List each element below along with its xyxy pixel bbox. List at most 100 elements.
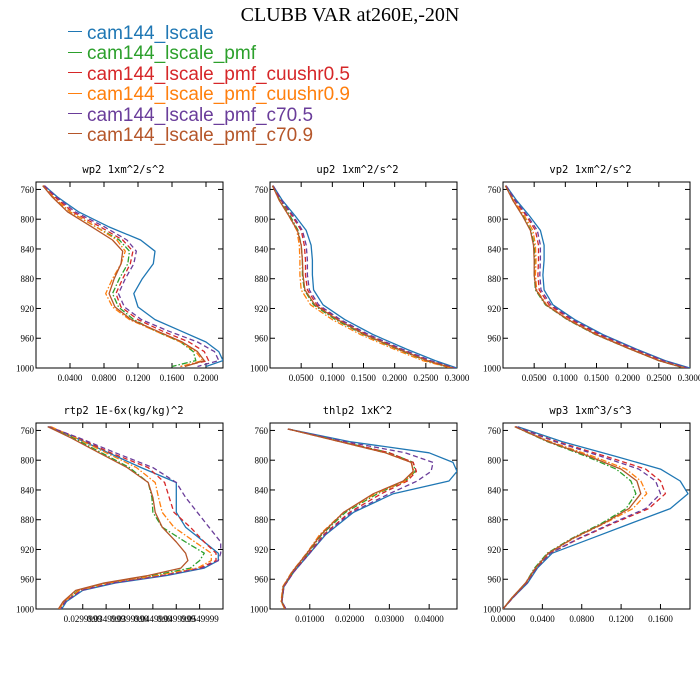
series-line bbox=[503, 426, 689, 609]
series-line bbox=[44, 185, 223, 368]
x-tick-label: 0.0399999 bbox=[110, 614, 149, 624]
y-tick-label: 800 bbox=[21, 456, 35, 466]
x-tick-label: 0.0499999 bbox=[157, 614, 196, 624]
legend-item: cam144_lscale_pmf_c70.5 bbox=[68, 105, 350, 126]
series-line bbox=[505, 185, 690, 368]
y-tick-label: 960 bbox=[21, 575, 35, 585]
y-tick-label: 760 bbox=[21, 185, 35, 195]
y-tick-label: 920 bbox=[488, 545, 502, 555]
x-tick-label: 0.0449999 bbox=[134, 614, 173, 624]
y-tick-label: 880 bbox=[21, 515, 35, 525]
y-tick-label: 960 bbox=[488, 334, 502, 344]
panel: thlp2 1xK^2 760 800 840 880 920 960 1000 0.01000… bbox=[250, 405, 458, 624]
series-line bbox=[504, 185, 688, 368]
panel-title: vp2 1xm^2/s^2 bbox=[549, 164, 631, 176]
legend-item: cam144_lscale_pmf_cuushr0.9 bbox=[68, 85, 350, 105]
y-tick-label: 960 bbox=[255, 575, 269, 585]
x-tick-label: 0.1500 bbox=[584, 373, 609, 383]
x-tick-label: 0.2000 bbox=[615, 373, 640, 383]
y-tick-label: 880 bbox=[255, 515, 269, 525]
panel: vp2 1xm^2/s^2 760 800 840 880 920 960 1000 0.050… bbox=[483, 164, 700, 383]
legend-item: cam144_lscale_pmf_cuushr0.5 bbox=[68, 64, 350, 85]
panel-title: up2 1xm^2/s^2 bbox=[316, 164, 398, 176]
x-tick-label: 0.0000 bbox=[491, 614, 516, 624]
series-line bbox=[503, 426, 637, 609]
series-line bbox=[42, 185, 204, 368]
legend-swatch bbox=[68, 133, 82, 135]
legend-item: cam144_lscale_pmf bbox=[68, 44, 350, 64]
x-tick-label: 0.1600 bbox=[160, 373, 185, 383]
y-tick-label: 1000 bbox=[250, 605, 269, 615]
series-line bbox=[504, 185, 685, 368]
y-tick-label: 920 bbox=[255, 304, 269, 314]
x-tick-label: 0.1000 bbox=[553, 373, 578, 383]
plot-frame bbox=[502, 422, 691, 610]
y-tick-label: 960 bbox=[255, 334, 269, 344]
legend-item: cam144_lscale_pmf_c70.9 bbox=[68, 124, 350, 146]
panel-title: wp3 1xm^3/s^3 bbox=[549, 405, 631, 417]
x-tick-label: 0.0299999 bbox=[64, 614, 103, 624]
y-tick-label: 880 bbox=[488, 515, 502, 525]
y-tick-label: 760 bbox=[255, 185, 269, 195]
y-tick-label: 800 bbox=[255, 456, 269, 466]
x-tick-label: 0.2500 bbox=[646, 373, 671, 383]
series-line bbox=[281, 428, 457, 609]
x-tick-label: 0.0349999 bbox=[87, 614, 126, 624]
legend-label: cam144_lscale bbox=[87, 23, 214, 44]
y-tick-label: 880 bbox=[21, 274, 35, 284]
series-line bbox=[503, 426, 662, 609]
x-tick-label: 0.0549999 bbox=[181, 614, 220, 624]
legend-swatch bbox=[68, 92, 82, 94]
x-tick-label: 0.0800 bbox=[92, 373, 117, 383]
x-tick-label: 0.03000 bbox=[375, 614, 405, 624]
y-tick-label: 880 bbox=[255, 274, 269, 284]
y-tick-label: 800 bbox=[488, 215, 502, 225]
legend-label: cam144_lscale_pmf bbox=[87, 43, 256, 65]
legend: cam144_lscale cam144_lscale_pmf cam144_lsc… bbox=[68, 24, 350, 146]
x-tick-label: 0.2000 bbox=[194, 373, 219, 383]
x-tick-label: 0.0400 bbox=[58, 373, 83, 383]
panel-title: wp2 1xm^2/s^2 bbox=[82, 164, 164, 176]
y-tick-label: 800 bbox=[255, 215, 269, 225]
legend-swatch bbox=[68, 113, 82, 115]
y-tick-label: 1000 bbox=[483, 364, 502, 374]
x-tick-label: 0.0500 bbox=[289, 373, 314, 383]
series-line bbox=[503, 426, 667, 609]
panel-title: rtp2 1E-6x(kg/kg)^2 bbox=[63, 405, 183, 417]
panel: up2 1xm^2/s^2 760 800 840 880 920 960 1000 0.050… bbox=[250, 164, 470, 383]
legend-swatch bbox=[68, 51, 82, 53]
x-tick-label: 0.1200 bbox=[609, 614, 634, 624]
x-tick-label: 0.02000 bbox=[335, 614, 365, 624]
y-tick-label: 760 bbox=[21, 426, 35, 436]
series-line bbox=[272, 185, 457, 368]
series-line bbox=[271, 185, 455, 368]
plot-frame bbox=[35, 181, 224, 369]
y-tick-label: 920 bbox=[488, 304, 502, 314]
series-line bbox=[503, 426, 642, 609]
series-line bbox=[47, 426, 222, 609]
series-line bbox=[504, 185, 686, 368]
panel: wp2 1xm^2/s^2 760 800 840 880 920 960 1000 0.040… bbox=[16, 164, 224, 383]
y-tick-label: 960 bbox=[488, 575, 502, 585]
legend-swatch bbox=[68, 31, 82, 33]
plot-frame bbox=[502, 181, 691, 369]
y-tick-label: 840 bbox=[21, 244, 35, 254]
series-line bbox=[272, 185, 456, 368]
legend-label: cam144_lscale_pmf_c70.9 bbox=[87, 124, 314, 146]
x-tick-label: 0.04000 bbox=[415, 614, 445, 624]
legend-label: cam144_lscale_pmf_cuushr0.9 bbox=[87, 84, 350, 106]
y-tick-label: 760 bbox=[488, 426, 502, 436]
x-tick-label: 0.3000 bbox=[678, 373, 700, 383]
series-line bbox=[505, 185, 689, 368]
y-tick-label: 1000 bbox=[250, 364, 269, 374]
x-tick-label: 0.01000 bbox=[295, 614, 325, 624]
series-line bbox=[271, 185, 451, 368]
series-line bbox=[271, 185, 453, 368]
y-tick-label: 760 bbox=[255, 426, 269, 436]
x-tick-label: 0.1600 bbox=[648, 614, 673, 624]
legend-item: cam144_lscale bbox=[68, 24, 350, 44]
figure-title: CLUBB VAR at260E,-20N bbox=[240, 4, 460, 26]
series-line bbox=[42, 185, 205, 368]
y-tick-label: 920 bbox=[255, 545, 269, 555]
series-line bbox=[47, 426, 219, 609]
